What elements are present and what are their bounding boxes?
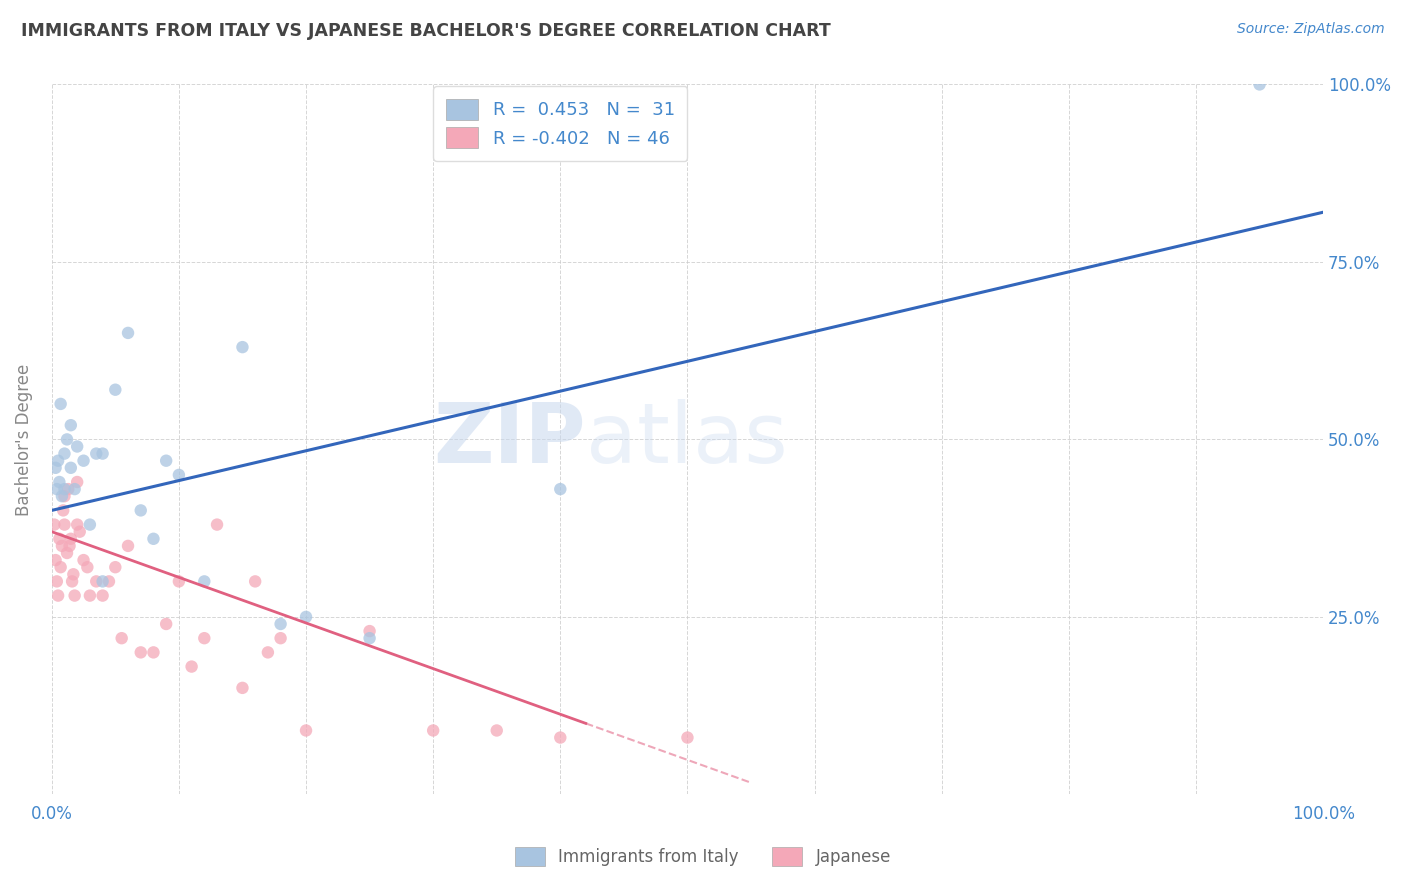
Point xyxy=(129,503,152,517)
Point xyxy=(257,645,280,659)
Point xyxy=(51,489,73,503)
Point xyxy=(84,574,107,589)
Legend: Immigrants from Italy, Japanese: Immigrants from Italy, Japanese xyxy=(502,833,904,880)
Point xyxy=(46,453,69,467)
Point xyxy=(270,617,292,632)
Point xyxy=(59,460,82,475)
Point xyxy=(66,440,89,454)
Point xyxy=(69,524,91,539)
Point xyxy=(91,589,114,603)
Point xyxy=(155,453,177,467)
Point xyxy=(270,631,292,645)
Point xyxy=(295,610,318,624)
Point xyxy=(72,453,94,467)
Point xyxy=(52,503,75,517)
Text: Source: ZipAtlas.com: Source: ZipAtlas.com xyxy=(1237,22,1385,37)
Point xyxy=(51,539,73,553)
Point xyxy=(59,532,82,546)
Point xyxy=(59,418,82,433)
Point xyxy=(56,546,79,560)
Point xyxy=(295,723,318,738)
Point xyxy=(76,560,98,574)
Point xyxy=(155,617,177,632)
Point xyxy=(84,447,107,461)
Point xyxy=(117,326,139,340)
Point xyxy=(142,645,165,659)
Point xyxy=(53,482,76,496)
Point xyxy=(485,723,508,738)
Point xyxy=(63,482,86,496)
Point xyxy=(79,517,101,532)
Point xyxy=(359,631,381,645)
Point xyxy=(49,397,72,411)
Point xyxy=(45,553,67,567)
Point xyxy=(129,645,152,659)
Point xyxy=(60,574,83,589)
Point xyxy=(193,631,215,645)
Point xyxy=(53,447,76,461)
Point xyxy=(359,624,381,638)
Point xyxy=(180,659,202,673)
Point xyxy=(66,517,89,532)
Point xyxy=(231,681,253,695)
Point xyxy=(117,539,139,553)
Point xyxy=(243,574,266,589)
Point xyxy=(231,340,253,354)
Point xyxy=(111,631,134,645)
Text: IMMIGRANTS FROM ITALY VS JAPANESE BACHELOR'S DEGREE CORRELATION CHART: IMMIGRANTS FROM ITALY VS JAPANESE BACHEL… xyxy=(21,22,831,40)
Point xyxy=(53,517,76,532)
Point xyxy=(1249,78,1271,92)
Point xyxy=(104,383,127,397)
Point xyxy=(193,574,215,589)
Point xyxy=(97,574,120,589)
Point xyxy=(56,433,79,447)
Text: atlas: atlas xyxy=(586,399,787,480)
Point xyxy=(44,517,66,532)
Point xyxy=(550,482,572,496)
Point xyxy=(63,589,86,603)
Point xyxy=(72,553,94,567)
Point xyxy=(167,467,190,482)
Point xyxy=(104,560,127,574)
Point xyxy=(45,460,67,475)
Text: ZIP: ZIP xyxy=(433,399,586,480)
Point xyxy=(142,532,165,546)
Point xyxy=(48,475,70,489)
Point xyxy=(48,532,70,546)
Point xyxy=(205,517,228,532)
Point xyxy=(58,539,80,553)
Point xyxy=(49,560,72,574)
Point xyxy=(91,447,114,461)
Point xyxy=(676,731,699,745)
Point xyxy=(53,489,76,503)
Point xyxy=(167,574,190,589)
Point xyxy=(46,589,69,603)
Point xyxy=(550,731,572,745)
Y-axis label: Bachelor's Degree: Bachelor's Degree xyxy=(15,363,32,516)
Point xyxy=(62,567,84,582)
Point xyxy=(45,482,67,496)
Point xyxy=(79,589,101,603)
Point xyxy=(91,574,114,589)
Point xyxy=(58,482,80,496)
Point xyxy=(422,723,444,738)
Point xyxy=(66,475,89,489)
Legend: R =  0.453   N =  31, R = -0.402   N = 46: R = 0.453 N = 31, R = -0.402 N = 46 xyxy=(433,87,688,161)
Point xyxy=(45,574,67,589)
